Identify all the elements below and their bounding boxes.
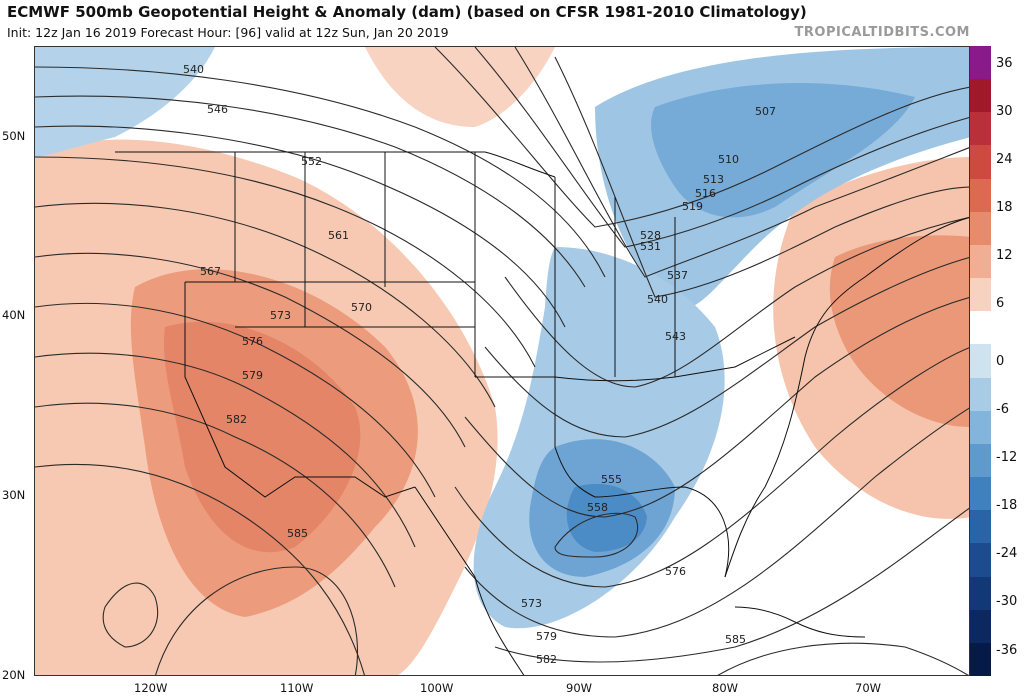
lon-label: 120W — [134, 681, 168, 695]
contour-label: 579 — [536, 630, 557, 643]
colorbar-segment — [970, 145, 991, 180]
colorbar-label: -24 — [996, 546, 1018, 561]
boundaries — [115, 151, 969, 675]
lat-label: 30N — [2, 488, 26, 502]
lat-label: 50N — [2, 129, 26, 143]
contour-label: 543 — [665, 330, 686, 343]
colorbar-segment — [970, 609, 991, 644]
contour-label: 552 — [301, 155, 322, 168]
contour-label: 570 — [351, 301, 372, 314]
contour-label: 555 — [601, 473, 622, 486]
contour-label: 507 — [755, 105, 776, 118]
contour-label: 585 — [725, 633, 746, 646]
contour-label: 540 — [183, 63, 204, 76]
colorbar-label: -18 — [996, 498, 1018, 513]
positive-anomaly-north — [365, 47, 555, 127]
colorbar — [970, 46, 991, 677]
contour-label: 513 — [703, 173, 724, 186]
colorbar-label: -12 — [996, 450, 1018, 465]
contour-label: 567 — [200, 265, 221, 278]
colorbar-segment — [970, 510, 991, 544]
contour-label-group: 540 546 552 561 567 570 573 576 579 582 … — [183, 63, 776, 666]
colorbar-label: 18 — [996, 200, 1013, 215]
positive-anomaly-east-core — [829, 235, 969, 427]
colorbar-segment — [970, 311, 991, 345]
colorbar-segment — [970, 211, 991, 246]
lon-label: 90W — [566, 681, 593, 695]
contour-label: 528 — [640, 229, 661, 242]
colorbar-label: -36 — [996, 643, 1018, 658]
colorbar-segment — [970, 278, 991, 312]
colorbar-label: 12 — [996, 248, 1013, 263]
lon-label: 80W — [712, 681, 739, 695]
contour-label: 561 — [328, 229, 349, 242]
colorbar-segment — [970, 443, 991, 478]
negative-anomaly-northeast-core — [651, 83, 915, 218]
contour-label: 573 — [270, 309, 291, 322]
lon-label: 70W — [855, 681, 882, 695]
colorbar-segment — [970, 410, 991, 445]
map-panel: 540 546 552 561 567 570 573 576 579 582 … — [34, 46, 970, 676]
contour-label: 540 — [647, 293, 668, 306]
colorbar-label: 30 — [996, 104, 1013, 119]
contour-label: 510 — [718, 153, 739, 166]
colorbar-label: 24 — [996, 152, 1013, 167]
colorbar-label: 0 — [996, 354, 1005, 369]
colorbar-label: -30 — [996, 594, 1018, 609]
lat-label: 40N — [2, 308, 26, 322]
map-subtitle: Init: 12z Jan 16 2019 Forecast Hour: [96… — [7, 25, 449, 40]
positive-anomaly-west-inner — [164, 321, 361, 553]
lat-label: 20N — [2, 668, 26, 682]
colorbar-label: 36 — [996, 56, 1013, 71]
contour-label: 585 — [287, 527, 308, 540]
lon-label: 110W — [280, 681, 314, 695]
colorbar-segment — [970, 46, 991, 80]
colorbar-label: 6 — [996, 296, 1005, 311]
colorbar-segment — [970, 543, 991, 578]
contour-label: 558 — [587, 501, 608, 514]
colorbar-segment — [970, 344, 991, 379]
contour-label: 516 — [695, 187, 716, 200]
contour-label: 576 — [665, 565, 686, 578]
contour-label: 537 — [667, 269, 688, 282]
source-credit: TROPICALTIDBITS.COM — [794, 25, 970, 40]
height-contours — [35, 47, 969, 675]
contour-label: 546 — [207, 103, 228, 116]
colorbar-segment — [970, 112, 991, 146]
lon-label: 100W — [420, 681, 454, 695]
colorbar-segment — [970, 244, 991, 279]
contour-label: 531 — [640, 240, 661, 253]
colorbar-label: -6 — [996, 402, 1009, 417]
anomaly-map: 540 546 552 561 567 570 573 576 579 582 … — [35, 47, 969, 675]
colorbar-segment — [970, 642, 991, 677]
negative-anomaly-trough-inner — [566, 483, 647, 552]
colorbar-segment — [970, 576, 991, 611]
contour-label: 582 — [226, 413, 247, 426]
map-title: ECMWF 500mb Geopotential Height & Anomal… — [7, 3, 807, 21]
colorbar-segment — [970, 79, 991, 113]
contour-label: 582 — [536, 653, 557, 666]
colorbar-segment — [970, 477, 991, 511]
negative-anomaly-northwest — [35, 47, 215, 157]
contour-label: 519 — [682, 200, 703, 213]
contour-label: 579 — [242, 369, 263, 382]
colorbar-segment — [970, 377, 991, 412]
contour-label: 576 — [242, 335, 263, 348]
contour-label: 573 — [521, 597, 542, 610]
colorbar-segment — [970, 178, 991, 213]
